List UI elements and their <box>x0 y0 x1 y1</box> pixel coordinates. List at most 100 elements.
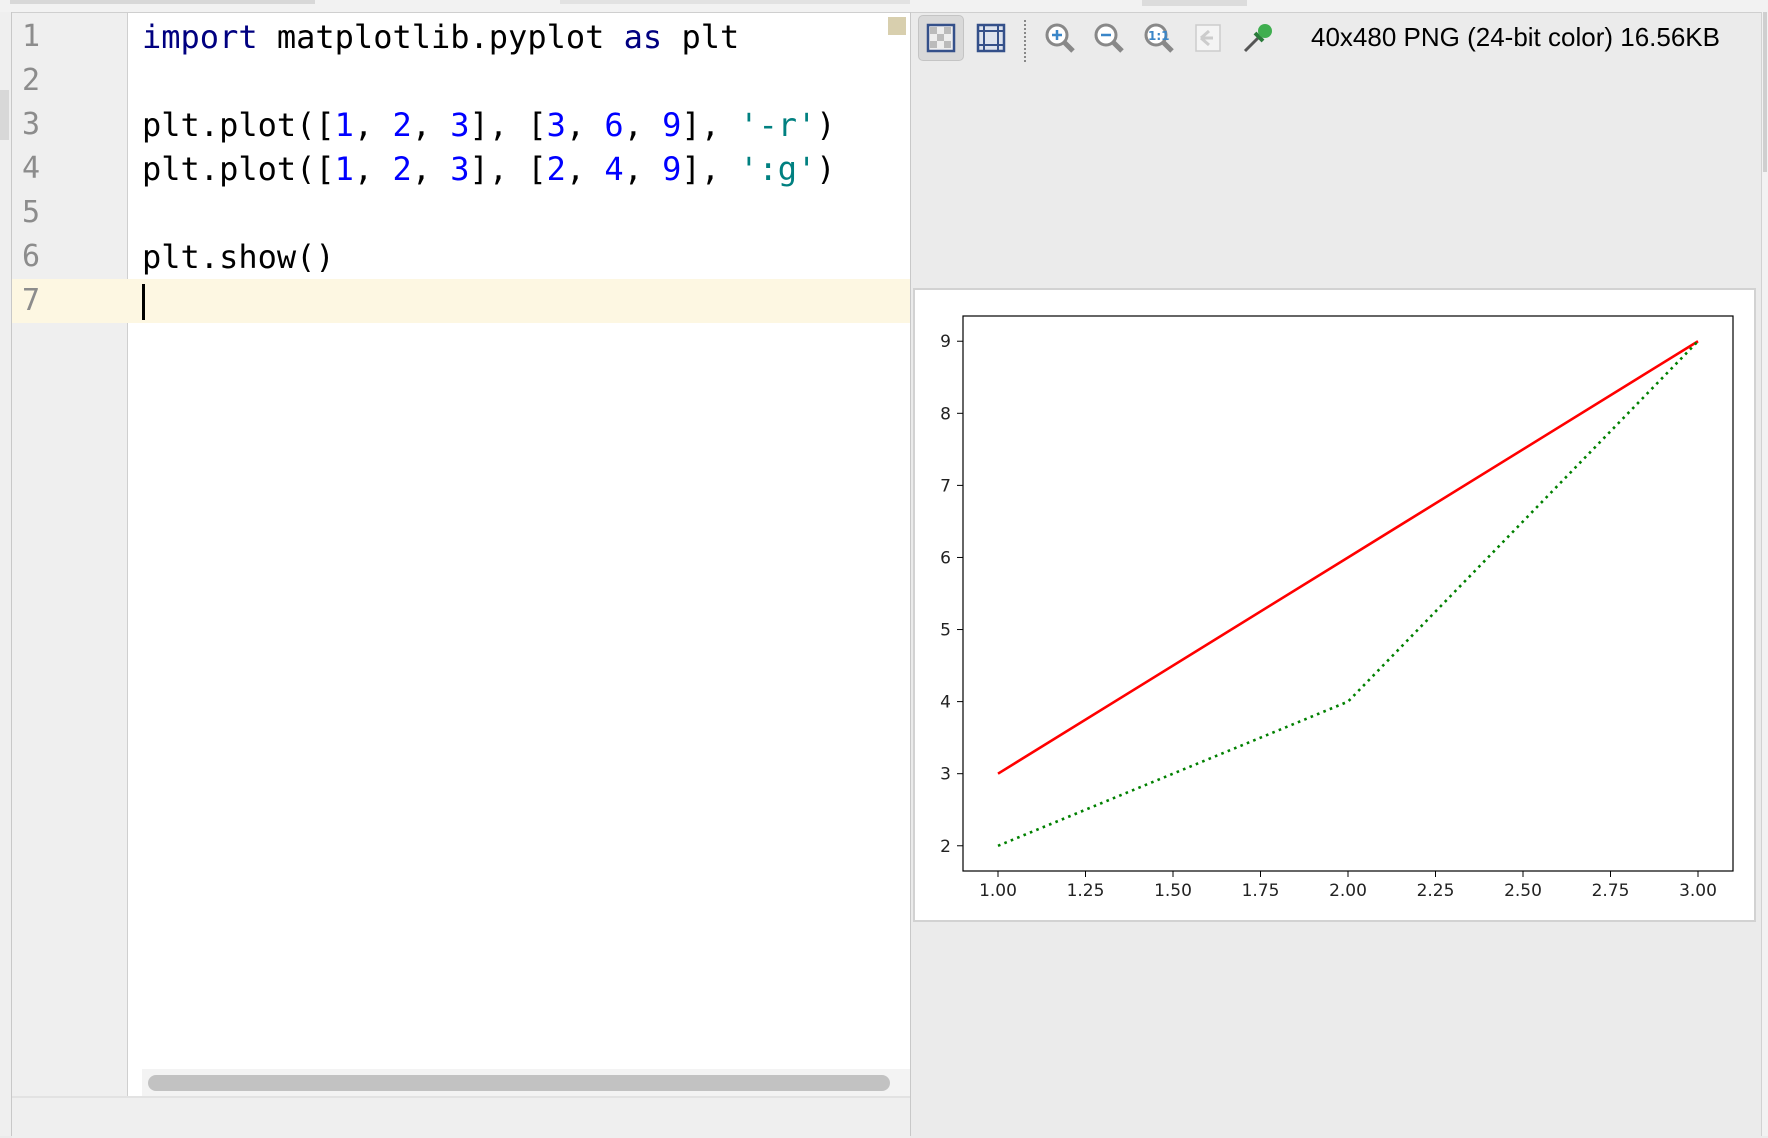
image-preview: 1.00 1.25 1.50 1.75 2.00 2.25 2.50 2.75 3.00 2 3 4 5… <box>913 288 1756 922</box>
scrollbar-thumb[interactable] <box>148 1075 890 1091</box>
code-token: 2 <box>392 106 412 144</box>
actual-size-button[interactable]: 1:1 <box>1136 15 1182 61</box>
line-number: 4 <box>22 151 41 186</box>
grid-button[interactable] <box>968 15 1014 61</box>
color-picker-icon <box>1243 24 1272 53</box>
code-line[interactable]: 3 plt.plot([1, 2, 3], [3, 6, 9], '-r') <box>12 103 910 147</box>
toolbar-separator <box>1024 20 1026 62</box>
code-text: plt.show() <box>142 235 335 279</box>
code-token: 6 <box>604 106 624 144</box>
zoom-out-button[interactable] <box>1086 15 1132 61</box>
horizontal-scrollbar[interactable] <box>142 1069 910 1096</box>
code-line[interactable]: 6 plt.show() <box>12 235 910 279</box>
code-token: ], <box>681 106 740 144</box>
code-token: ], <box>681 150 740 188</box>
code-line[interactable]: 2 <box>12 59 910 103</box>
zoom-out-icon <box>1094 23 1124 53</box>
code-line[interactable]: 1 import matplotlib.pyplot as plt <box>12 15 910 59</box>
code-token: ], [ <box>469 106 547 144</box>
image-info: 40x480 PNG (24-bit color) 16.56KB <box>1311 22 1720 52</box>
code-token: , <box>411 106 451 144</box>
x-tick-label: 3.00 <box>1679 881 1717 901</box>
y-tick-label: 3 <box>940 765 951 785</box>
checkerboard-background-button[interactable] <box>918 15 964 61</box>
line-number: 6 <box>22 239 41 274</box>
y-tick-label: 2 <box>940 837 951 857</box>
plot-area <box>962 315 1734 872</box>
y-tick-label: 8 <box>940 404 951 424</box>
code-token: , <box>623 106 663 144</box>
line-number: 2 <box>22 63 41 98</box>
series-line-1 <box>997 340 1699 775</box>
fit-button[interactable] <box>1185 15 1231 61</box>
code-line[interactable]: 4 plt.plot([1, 2, 3], [2, 4, 9], ':g') <box>12 147 910 191</box>
y-tick-label: 7 <box>940 476 951 496</box>
x-tick-label: 2.75 <box>1592 881 1630 901</box>
x-tick-label: 1.75 <box>1242 881 1280 901</box>
checkerboard-background-icon <box>926 23 956 53</box>
series-line-2 <box>997 340 1699 847</box>
code-token: 9 <box>662 106 682 144</box>
code-token: , <box>353 150 393 188</box>
line-number: 5 <box>22 195 41 230</box>
code-text: plt.plot([1, 2, 3], [2, 4, 9], ':g') <box>142 147 836 191</box>
code-token: '-r' <box>739 106 817 144</box>
y-tick-label: 5 <box>940 621 951 641</box>
zoom-in-icon <box>1045 23 1075 53</box>
fit-icon <box>1195 24 1221 52</box>
tab-strip <box>0 0 1768 13</box>
code-token: 9 <box>662 150 682 188</box>
code-token: , <box>565 150 605 188</box>
svg-text:1:1: 1:1 <box>1148 29 1170 43</box>
file-status-marker <box>888 17 906 35</box>
code-editor[interactable]: 1 import matplotlib.pyplot as plt 2 3 plt.pl… <box>12 13 910 1096</box>
x-tick-label: 1.00 <box>979 881 1017 901</box>
line-number: 7 <box>22 283 41 318</box>
y-tick-label: 6 <box>940 548 951 568</box>
code-token: , <box>411 150 451 188</box>
y-tick-label: 9 <box>940 332 951 352</box>
code-line[interactable]: 7 <box>12 279 910 323</box>
code-token: 3 <box>546 106 566 144</box>
code-token: import <box>142 18 258 56</box>
code-token: plt.show() <box>142 238 335 276</box>
code-token: ':g' <box>739 150 817 188</box>
text-caret <box>142 284 145 320</box>
image-viewer-toolbar: 1:1 40x480 PNG (24-bit color) 16.56KB <box>911 12 1761 66</box>
status-bar <box>12 1096 910 1138</box>
code-token: ) <box>816 150 836 188</box>
line-number-gutter <box>12 13 128 1096</box>
x-tick-label: 2.50 <box>1504 881 1542 901</box>
code-token: ) <box>816 106 836 144</box>
x-tick-label: 2.00 <box>1329 881 1367 901</box>
code-token: ], [ <box>469 150 547 188</box>
code-text: plt.plot([1, 2, 3], [3, 6, 9], '-r') <box>142 103 836 147</box>
x-tick-label: 1.25 <box>1067 881 1105 901</box>
code-token: 2 <box>546 150 566 188</box>
code-line[interactable]: 5 <box>12 191 910 235</box>
code-token: plt.plot([ <box>142 150 335 188</box>
code-token: 2 <box>392 150 412 188</box>
code-token: 4 <box>604 150 624 188</box>
x-tick-label: 1.50 <box>1154 881 1192 901</box>
line-number: 3 <box>22 107 41 142</box>
split-divider[interactable] <box>910 12 911 1136</box>
vertical-scrollbar[interactable] <box>1761 12 1768 1136</box>
line-number: 1 <box>22 19 41 54</box>
code-token: , <box>565 106 605 144</box>
code-token: , <box>353 106 393 144</box>
left-edge-panel <box>0 12 12 1136</box>
code-token: 1 <box>334 106 354 144</box>
line-chart: 1.00 1.25 1.50 1.75 2.00 2.25 2.50 2.75 3.00 2 3 4 5… <box>940 315 1734 901</box>
grid-icon <box>976 23 1006 53</box>
color-picker-button[interactable] <box>1235 15 1281 61</box>
code-token: 1 <box>334 150 354 188</box>
code-token: 3 <box>450 106 470 144</box>
code-token: 3 <box>450 150 470 188</box>
code-token: plt.plot([ <box>142 106 335 144</box>
code-text: import matplotlib.pyplot as plt <box>142 15 739 59</box>
actual-size-icon: 1:1 <box>1144 23 1174 53</box>
y-tick-label: 4 <box>940 693 951 713</box>
x-tick-label: 2.25 <box>1417 881 1455 901</box>
zoom-in-button[interactable] <box>1037 15 1083 61</box>
